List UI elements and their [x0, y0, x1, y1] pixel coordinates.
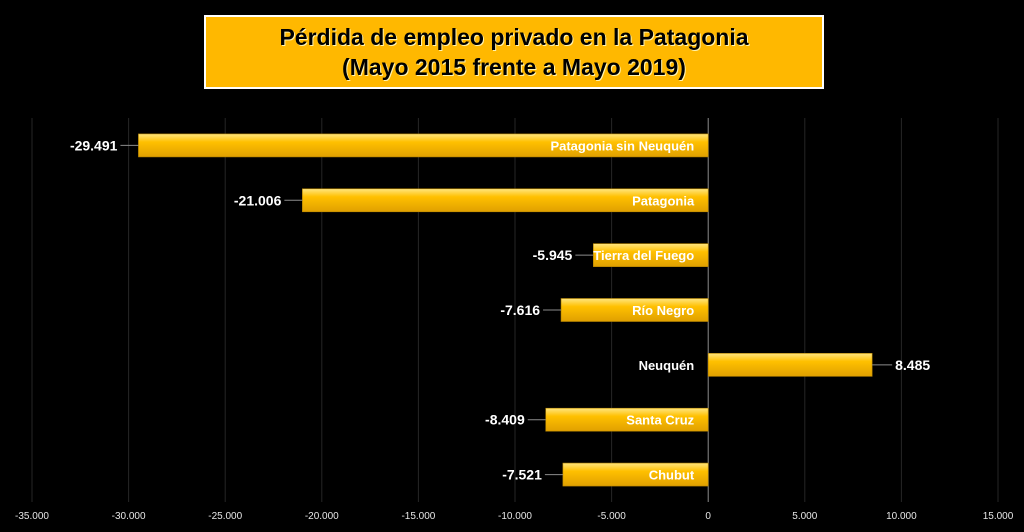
x-tick-label: 15.000 [983, 511, 1014, 522]
value-label: -7.521 [502, 467, 542, 483]
value-label: -8.409 [485, 412, 525, 428]
bar [707, 353, 873, 377]
x-tick-label: -5.000 [597, 511, 626, 522]
x-tick-label: -10.000 [498, 511, 532, 522]
gridlines [31, 118, 999, 502]
x-tick-label: -15.000 [401, 511, 435, 522]
bars [138, 133, 873, 487]
category-label: Río Negro [632, 303, 694, 318]
x-tick-label: -30.000 [112, 511, 146, 522]
chart-title-line-1: Pérdida de empleo privado en la Patagoni… [279, 24, 749, 50]
chart-title-line-2: (Mayo 2015 frente a Mayo 2019) [342, 54, 686, 80]
labels: -35.000 -30.000 -25.000 -20.000 -15.000 -10.0… [15, 137, 1014, 522]
x-tick-label: 5.000 [792, 511, 817, 522]
chart-title: Pérdida de empleo privado en la Patagoni… [204, 15, 824, 89]
value-label: -29.491 [70, 137, 118, 153]
category-label: Santa Cruz [626, 413, 694, 428]
category-label: Tierra del Fuego [593, 248, 694, 263]
x-tick-label: 10.000 [886, 511, 917, 522]
x-tick-label: -35.000 [15, 511, 49, 522]
category-label: Patagonia sin Neuquén [550, 138, 694, 153]
x-tick-label: -20.000 [305, 511, 339, 522]
value-label: -7.616 [500, 302, 540, 318]
category-label: Patagonia [632, 193, 695, 208]
x-tick-label: -25.000 [208, 511, 242, 522]
category-label: Neuquén [639, 358, 695, 373]
x-tick-label: 0 [705, 511, 711, 522]
category-label: Chubut [649, 468, 695, 483]
value-label: -21.006 [234, 192, 282, 208]
value-label: 8.485 [895, 357, 930, 373]
value-label: -5.945 [533, 247, 573, 263]
